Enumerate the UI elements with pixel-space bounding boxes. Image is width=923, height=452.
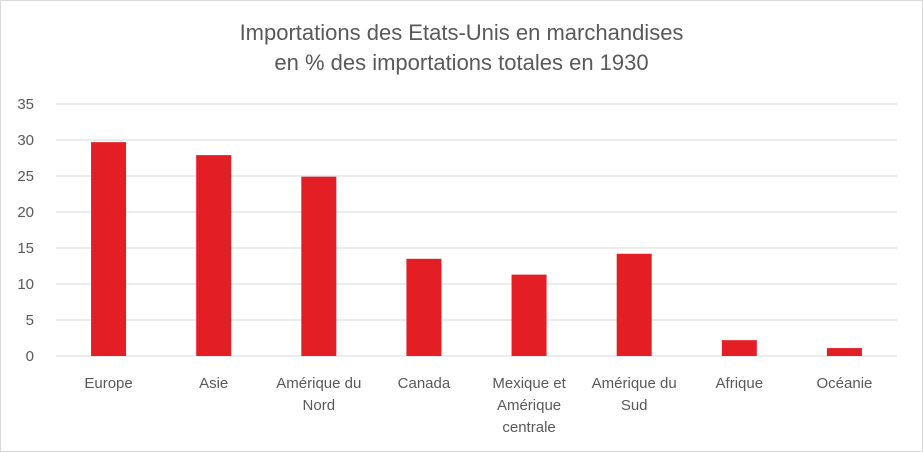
x-tick-label: Europe	[84, 375, 132, 392]
x-tick-label-line: centrale	[502, 419, 555, 436]
x-tick-label-line: Nord	[303, 397, 336, 414]
x-tick-label: Canada	[398, 375, 451, 392]
x-tick-label: Amérique du Nord	[276, 375, 361, 414]
bar	[511, 274, 547, 356]
chart-title-line-1: Importations des Etats-Unis en marchandi…	[239, 20, 684, 45]
bar	[721, 340, 757, 356]
bar	[406, 258, 442, 356]
bar	[301, 176, 337, 356]
x-tick-label: Amérique du Sud	[592, 375, 677, 414]
y-tick-label: 35	[17, 96, 34, 113]
y-tick-label: 15	[17, 240, 34, 257]
y-tick-label: 10	[17, 276, 34, 293]
y-tick-label: 0	[26, 348, 34, 365]
chart-title-line-2: en % des importations totales en 1930	[274, 50, 649, 75]
x-tick-label-line: Asie	[199, 375, 228, 392]
x-tick-label-line: Canada	[398, 375, 451, 392]
x-tick-label-line: Amérique du	[276, 375, 361, 392]
bar	[196, 155, 232, 356]
bar	[826, 348, 862, 356]
chart-title: Importations des Etats-Unis en marchandi…	[0, 18, 923, 78]
y-tick-label: 25	[17, 168, 34, 185]
x-tick-label: Océanie	[817, 375, 873, 392]
x-tick-label-line: Europe	[84, 375, 132, 392]
bar	[616, 253, 652, 356]
x-tick-label-line: Amérique du	[592, 375, 677, 392]
y-tick-label: 20	[17, 204, 34, 221]
x-tick-label: Mexique et Amérique centrale	[492, 375, 566, 436]
x-tick-label-line: Mexique et	[492, 375, 566, 392]
x-tick-label-line: Océanie	[817, 375, 873, 392]
x-tick-label: Asie	[199, 375, 228, 392]
x-tick-label: Afrique	[716, 375, 764, 392]
x-tick-label-line: Afrique	[716, 375, 764, 392]
x-tick-label-line: Amérique	[497, 397, 561, 414]
y-tick-label: 5	[26, 312, 34, 329]
y-tick-label: 30	[17, 132, 34, 149]
x-tick-label-line: Sud	[621, 397, 648, 414]
bar	[91, 142, 127, 356]
